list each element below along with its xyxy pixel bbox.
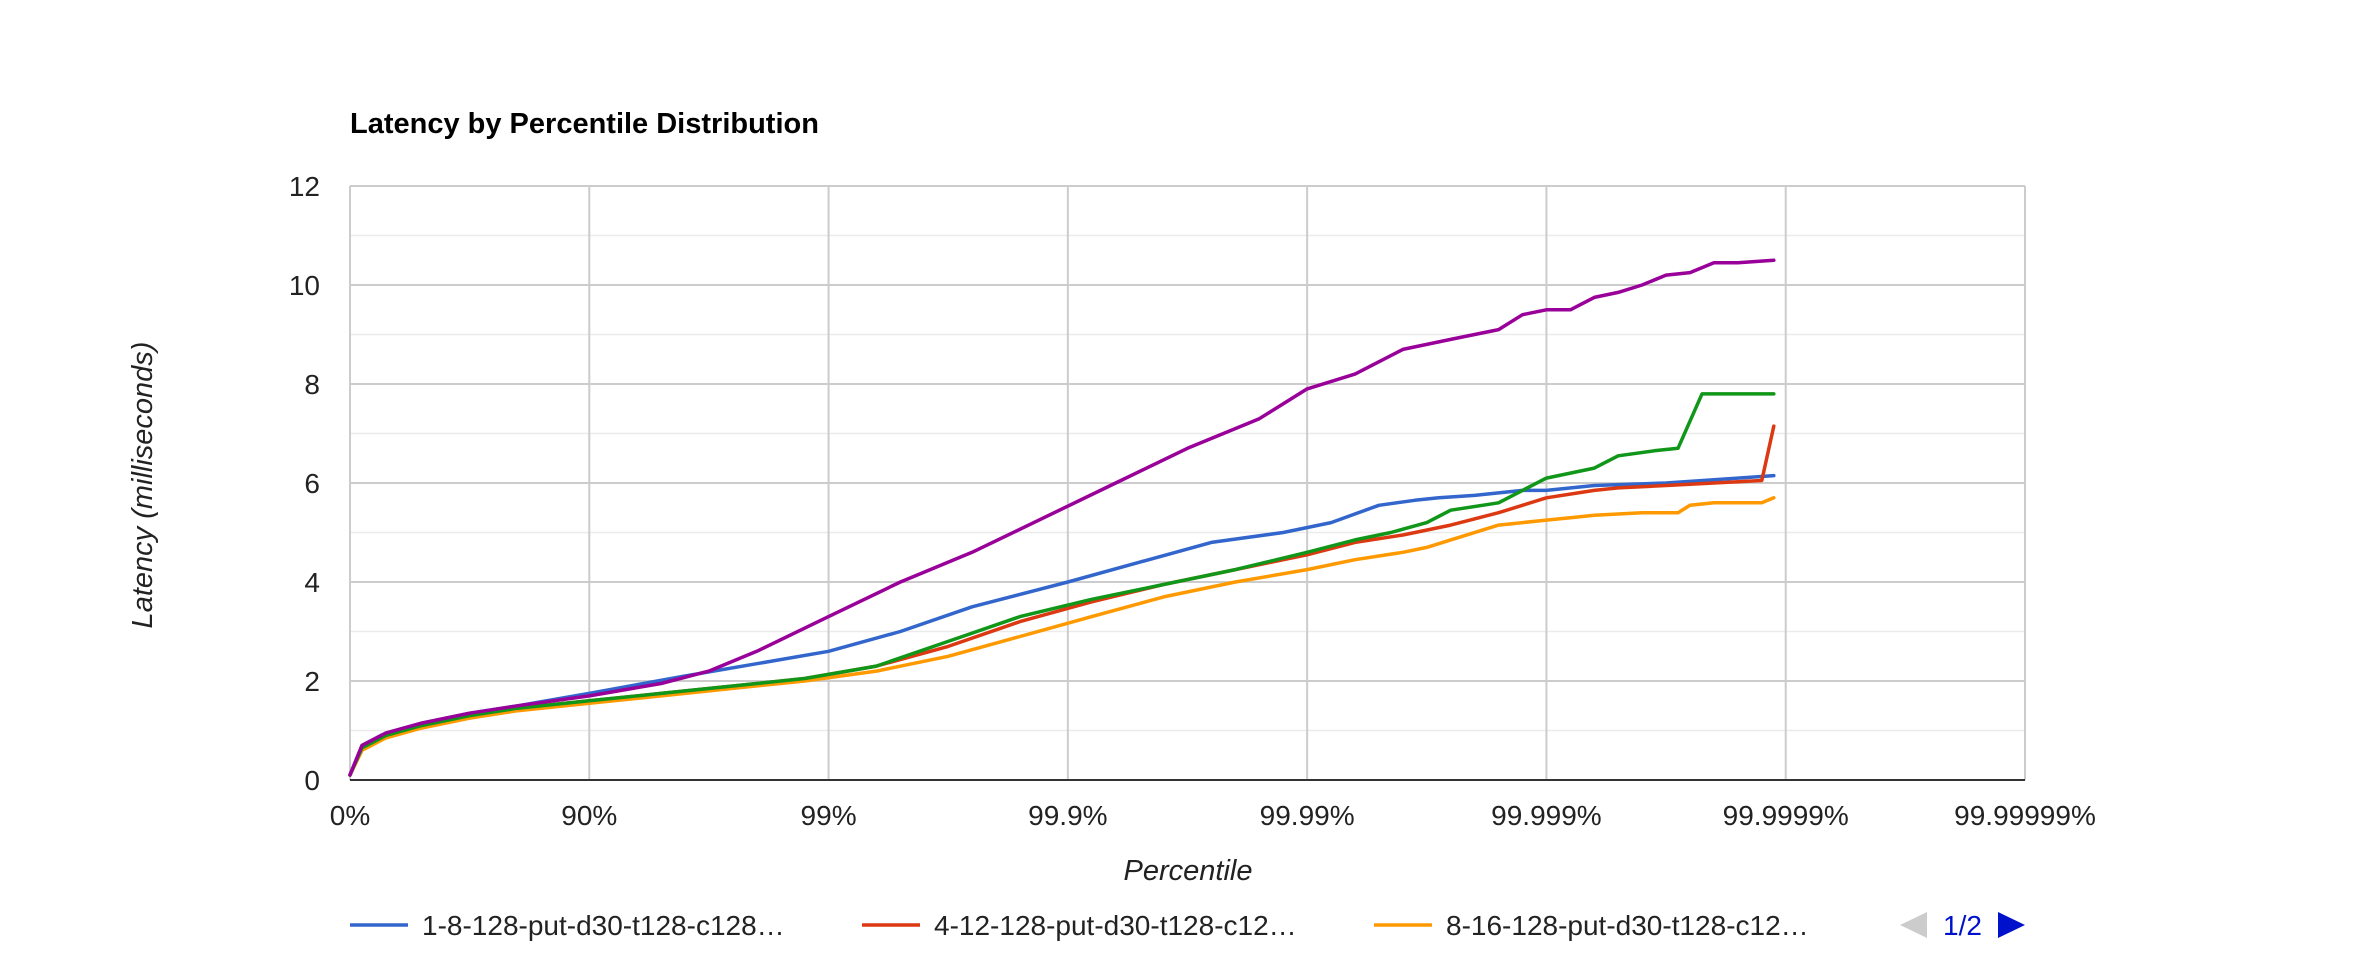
y-tick-label: 4	[304, 567, 320, 598]
y-axis-title: Latency (milliseconds)	[127, 342, 159, 629]
x-tick-label: 0%	[330, 800, 370, 831]
series-lines	[348, 258, 1776, 777]
legend-pager: 1/2	[1900, 910, 2025, 941]
x-tick-label: 99.9%	[1028, 800, 1107, 831]
legend-item-label: 1-8-128-put-d30-t128-c128…	[422, 910, 785, 941]
series-line	[348, 496, 1776, 777]
y-tick-label: 8	[304, 369, 320, 400]
y-tick-label: 2	[304, 666, 320, 697]
grid	[349, 185, 2026, 781]
x-tick-label: 90%	[561, 800, 617, 831]
legend-item-label: 8-16-128-put-d30-t128-c12…	[1446, 910, 1809, 941]
x-tick-label: 99.99999%	[1954, 800, 2096, 831]
x-axis-title: Percentile	[1124, 855, 1253, 887]
legend-item-label: 4-12-128-put-d30-t128-c12…	[934, 910, 1297, 941]
x-tick-label: 99.9999%	[1723, 800, 1849, 831]
series-line	[348, 392, 1776, 777]
legend-prev-icon[interactable]	[1900, 912, 1927, 938]
series-line	[348, 258, 1776, 777]
y-axis-ticks: 0 2 4 6 8 10 12	[289, 171, 320, 796]
chart-title: Latency by Percentile Distribution	[350, 108, 819, 140]
x-tick-label: 99.99%	[1260, 800, 1355, 831]
y-tick-label: 12	[289, 171, 320, 202]
legend-page-label: 1/2	[1943, 910, 1982, 941]
y-tick-label: 10	[289, 270, 320, 301]
x-tick-label: 99%	[801, 800, 857, 831]
x-axis-ticks: 0% 90% 99% 99.9% 99.99% 99.999% 99.9999% 99.999…	[330, 800, 2096, 831]
y-tick-label: 0	[304, 765, 320, 796]
legend: 1-8-128-put-d30-t128-c128… 4-12-128-put-d…	[350, 910, 1809, 941]
series-line	[348, 424, 1776, 777]
legend-next-icon[interactable]	[1998, 912, 2025, 938]
x-tick-label: 99.999%	[1491, 800, 1602, 831]
y-tick-label: 6	[304, 468, 320, 499]
